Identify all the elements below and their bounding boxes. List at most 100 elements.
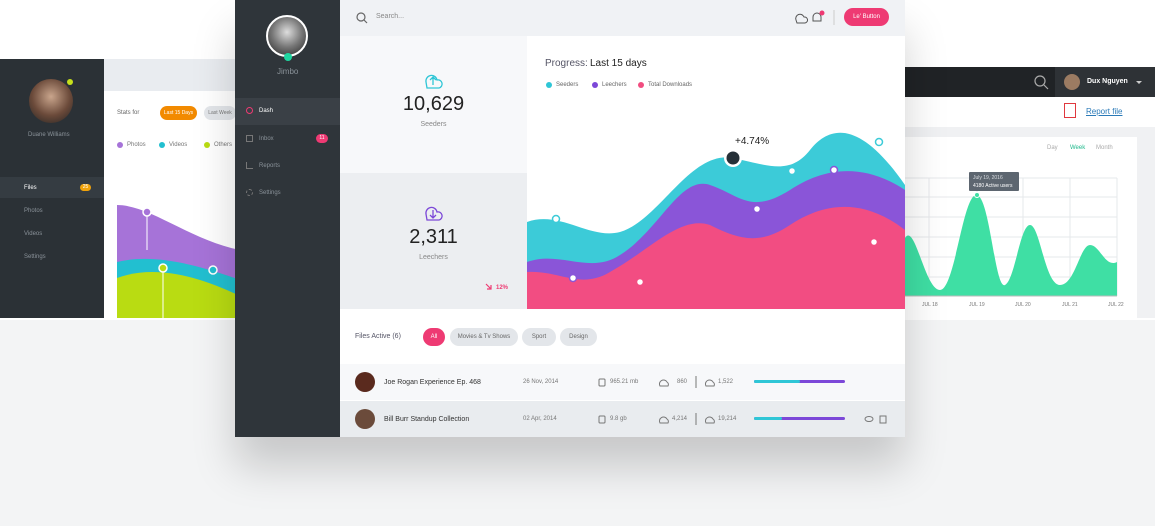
filter-pill[interactable]: Movies & Tv Shows <box>450 328 518 346</box>
marker <box>208 265 218 275</box>
filter-pill[interactable]: Design <box>560 328 597 346</box>
search-input[interactable]: Search... <box>376 13 405 20</box>
file-uploads: 860 <box>677 379 688 385</box>
avatar <box>1064 74 1080 90</box>
legend-dot <box>638 82 644 88</box>
file-downloads: 19,214 <box>718 416 737 422</box>
legend-dot <box>546 82 552 88</box>
annotation: +4.74% <box>735 136 770 147</box>
user-name[interactable]: Dux Nguyen <box>1087 78 1128 85</box>
legend-dot <box>204 142 210 148</box>
stat-value: 2,311 <box>409 226 458 248</box>
status-dot <box>67 79 73 85</box>
row-icons <box>598 376 887 425</box>
file-size: 965.21 mb <box>610 379 639 385</box>
filter-pill[interactable]: Sport <box>522 328 556 346</box>
upload-icon[interactable] <box>795 13 809 24</box>
nav-item[interactable]: Reports <box>259 163 281 169</box>
area <box>905 194 1117 296</box>
range-pill[interactable]: Last Week <box>204 106 236 120</box>
leechers-icon <box>425 206 443 221</box>
x-label: JUL 21 <box>1062 302 1078 308</box>
legend-item: Photos <box>127 142 146 148</box>
stat-label: Leechers <box>419 254 448 261</box>
chart-markers <box>551 137 884 287</box>
tooltip-date: July 19, 2016 <box>973 175 1003 181</box>
label: Stats for <box>117 110 140 116</box>
nav-icon <box>246 107 253 114</box>
file-date: 26 Nov, 2014 <box>523 379 559 385</box>
legend-item: Leechers <box>602 82 627 88</box>
nav-item[interactable]: Videos <box>24 231 43 237</box>
stat-change: 12% <box>496 285 509 291</box>
nav-item[interactable]: Files <box>24 185 37 191</box>
primary-button[interactable]: Le' Button <box>844 8 889 26</box>
topbar <box>340 0 905 36</box>
marker <box>158 263 168 273</box>
search-icon <box>1043 84 1049 90</box>
highlight-dot <box>726 151 740 165</box>
tooltip-text: 4180 Active users <box>973 183 1013 189</box>
range-pill[interactable]: Last 15 Days <box>160 106 197 120</box>
report-link[interactable]: Report file <box>1086 107 1123 116</box>
file-name: Bill Burr Standup Collection <box>384 416 470 423</box>
user-name[interactable]: Jimbo <box>277 67 299 76</box>
file-date: 02 Apr, 2014 <box>523 416 557 422</box>
main-sidebar <box>235 0 340 437</box>
x-label: JUL 19 <box>969 302 985 308</box>
user-name: Duane Williams <box>28 132 70 138</box>
nav-icon <box>246 162 253 169</box>
stat-card <box>340 36 527 173</box>
pdf-icon <box>1064 103 1076 118</box>
chart-period: Last 15 days <box>590 58 647 69</box>
nav-active <box>0 177 104 198</box>
search-icon <box>356 12 366 22</box>
left-topbar <box>104 59 240 91</box>
marker <box>974 192 980 198</box>
nav-icon <box>246 189 253 196</box>
badge: 25 <box>80 184 91 191</box>
search-icon[interactable] <box>1034 75 1046 87</box>
seeders-icon <box>425 74 443 89</box>
range-tab[interactable]: Week <box>1070 145 1086 151</box>
tooltip <box>969 172 1019 191</box>
bell-icon[interactable] <box>812 12 822 22</box>
legend-item: Total Downloads <box>648 82 693 88</box>
nav-item[interactable]: Photos <box>24 208 43 214</box>
nav-item[interactable]: Settings <box>24 254 46 260</box>
legend-dot <box>592 82 598 88</box>
area <box>117 272 240 318</box>
legend-item: Videos <box>169 142 188 148</box>
badge: 11 <box>316 134 328 143</box>
file-downloads: 1,522 <box>718 379 734 385</box>
area <box>527 206 905 309</box>
nav-item[interactable]: Dash <box>259 108 274 114</box>
legend-item: Others <box>214 142 233 148</box>
right-topbar <box>905 67 1055 97</box>
nav-item[interactable]: Inbox <box>259 136 274 142</box>
legend-dot <box>159 142 165 148</box>
filter-pill[interactable]: All <box>423 328 445 346</box>
stat-card <box>340 173 527 309</box>
search-icon <box>363 19 368 24</box>
nav-icon <box>246 135 253 142</box>
caret <box>1136 81 1142 84</box>
file-name: Joe Rogan Experience Ep. 468 <box>384 379 481 386</box>
x-label: JUL 18 <box>922 302 938 308</box>
legend-dot <box>117 142 123 148</box>
stat-label: Seeders <box>420 121 447 128</box>
chart-title: Progress: <box>545 58 588 69</box>
range-tab[interactable]: Month <box>1096 145 1113 151</box>
avatar <box>29 79 73 123</box>
x-label: JUL 20 <box>1015 302 1031 308</box>
x-label: JUL 22 <box>1108 302 1124 308</box>
nav-item[interactable]: Settings <box>259 190 281 196</box>
notification-dot <box>819 10 825 16</box>
stat-value: 10,629 <box>402 93 465 115</box>
range-tab[interactable]: Day <box>1047 145 1058 151</box>
file-size: 9.8 gb <box>610 416 627 422</box>
